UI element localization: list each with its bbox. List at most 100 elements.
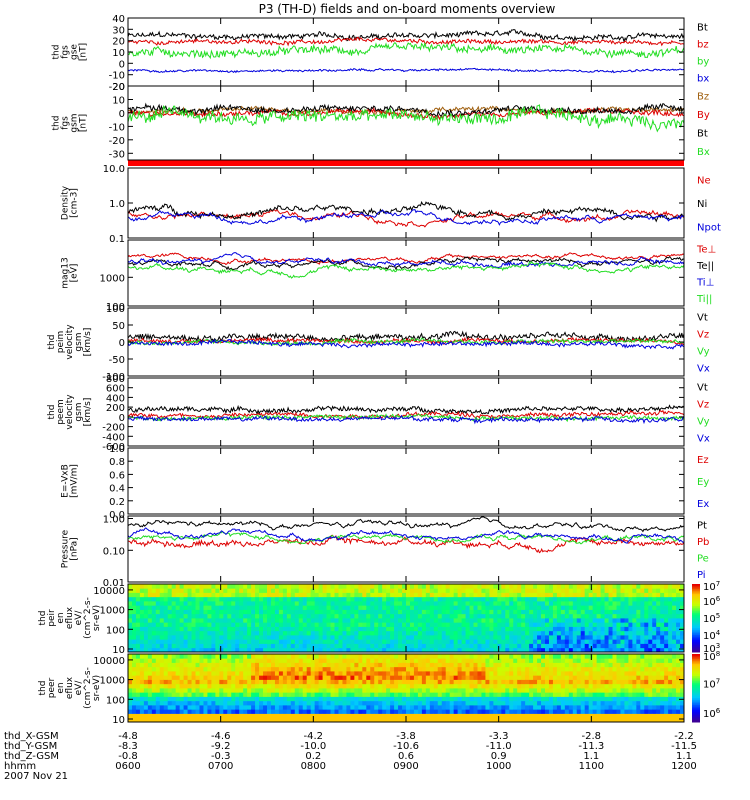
spectrogram-cell — [370, 662, 375, 668]
spectrogram-cell — [390, 696, 395, 702]
spectrogram-cell — [588, 596, 594, 602]
spectrogram-cell — [259, 654, 264, 659]
spectrogram-cell — [636, 584, 641, 589]
spectrogram-cell — [564, 605, 570, 610]
spectrogram-cell — [247, 705, 252, 710]
spectrogram-cell — [449, 588, 455, 593]
spectrogram-cell — [187, 647, 192, 653]
spectrogram-cell — [207, 622, 212, 627]
spectrogram-cell — [584, 679, 590, 685]
colorbar-segment — [692, 701, 700, 704]
spectrogram-cell — [219, 630, 224, 636]
spectrogram-cell — [203, 688, 208, 693]
spectrogram-cell — [612, 666, 617, 672]
spectrogram-cell — [322, 688, 327, 693]
spectrogram-cell — [294, 692, 300, 697]
spectrogram-cell — [584, 675, 590, 680]
spectrogram-cell — [211, 635, 216, 640]
spectrogram-cell — [537, 596, 542, 602]
spectrogram-cell — [453, 596, 459, 602]
spectrogram-cell — [668, 688, 673, 693]
spectrogram-cell — [560, 658, 566, 663]
spectrogram-cell — [147, 630, 153, 636]
spectrogram-cell — [509, 643, 514, 649]
spectrogram-cell — [183, 605, 188, 610]
spectrogram-cell — [406, 626, 411, 632]
spectrogram-cell — [374, 679, 379, 685]
spectrogram-cell — [449, 635, 455, 640]
spectrogram-cell — [171, 692, 177, 697]
spectrogram-cell — [576, 626, 582, 632]
spectrogram-cell — [564, 592, 570, 598]
spectrogram-cell — [171, 713, 177, 719]
spectrogram-cell — [223, 635, 228, 640]
spectrogram-cell — [259, 639, 264, 644]
spectrogram-cell — [147, 692, 153, 697]
spectrogram-cell — [680, 596, 685, 602]
spectrogram-cell — [183, 635, 188, 640]
spectrogram-cell — [588, 639, 594, 644]
spectrogram-cell — [580, 639, 586, 644]
spectrogram-cell — [556, 601, 562, 606]
spectrogram-cell — [207, 662, 212, 668]
spectrogram-cell — [473, 683, 478, 689]
spectrogram-cell — [290, 596, 296, 602]
spectrogram-cell — [517, 647, 522, 653]
spectrogram-cell — [668, 671, 673, 676]
spectrogram-cell — [282, 630, 288, 636]
spectrogram-cell — [354, 713, 359, 719]
spectrogram-cell — [191, 671, 196, 676]
spectrogram-cell — [541, 688, 546, 693]
colorbar-segment — [692, 669, 700, 672]
spectrogram-cell — [533, 592, 538, 598]
spectrogram-cell — [521, 692, 526, 697]
spectrogram-cell — [259, 609, 264, 615]
spectrogram-cell — [473, 700, 478, 706]
spectrogram-cell — [298, 709, 304, 714]
spectrogram-cell — [394, 679, 399, 685]
spectrogram-cell — [560, 700, 566, 706]
spectrogram-cell — [151, 679, 157, 685]
spectrogram-cell — [302, 696, 308, 702]
spectrogram-cell — [572, 666, 578, 672]
spectrogram-cell — [453, 635, 459, 640]
spectrogram-cell — [560, 635, 566, 640]
spectrogram-cell — [517, 688, 522, 693]
spectrogram-cell — [358, 700, 363, 706]
spectrogram-cell — [294, 679, 300, 685]
spectrogram-cell — [223, 696, 228, 702]
spectrogram-cell — [282, 643, 288, 649]
spectrogram-cell — [560, 675, 566, 680]
spectrogram-cell — [223, 618, 228, 623]
spectrogram-cell — [358, 666, 363, 672]
spectrogram-cell — [505, 713, 510, 719]
spectrogram-cell — [457, 643, 462, 649]
spectrogram-cell — [656, 635, 661, 640]
spectrogram-cell — [636, 618, 641, 623]
spectrogram-cell — [187, 588, 192, 593]
y-tick-label: 0.01 — [103, 578, 125, 589]
spectrogram-cell — [449, 609, 455, 615]
spectrogram-cell — [433, 605, 439, 610]
spectrogram-cell — [469, 709, 474, 714]
spectrogram-cell — [386, 709, 391, 714]
spectrogram-cell — [433, 705, 439, 710]
spectrogram-cell — [159, 584, 165, 589]
spectrogram-cell — [302, 654, 308, 659]
spectrogram-cell — [278, 658, 284, 663]
series-line-Ti⊥ — [127, 252, 685, 269]
spectrogram-cell — [453, 588, 459, 593]
spectrogram-cell — [378, 717, 383, 723]
spectrogram-cell — [636, 639, 641, 644]
colorbar-segment — [692, 699, 700, 703]
spectrogram-cell — [270, 626, 276, 632]
spectrogram-cell — [187, 709, 192, 714]
spectrogram-cell — [175, 709, 181, 714]
spectrogram-cell — [322, 692, 327, 697]
spectrogram-cell — [286, 675, 292, 680]
spectrogram-cell — [366, 622, 371, 627]
spectrogram-cell — [398, 671, 403, 676]
spectrogram-cell — [151, 717, 157, 723]
spectrogram-cell — [636, 666, 641, 672]
spectrogram-cell — [195, 675, 200, 680]
